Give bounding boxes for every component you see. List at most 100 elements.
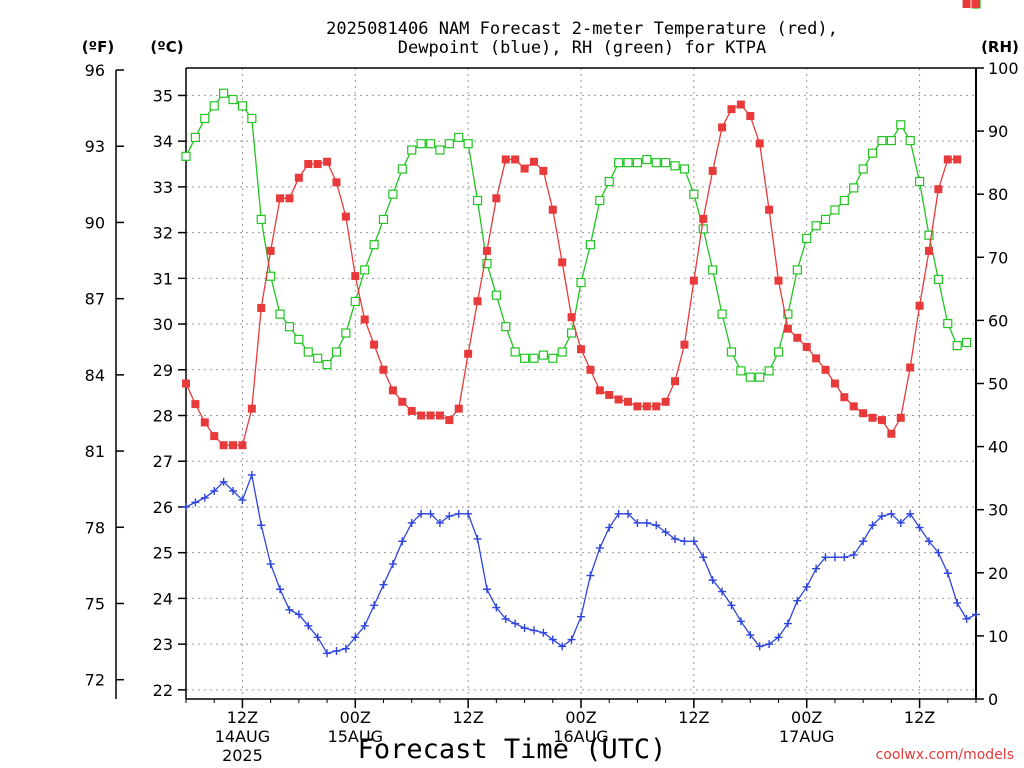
temperature-point [708, 166, 717, 175]
dewpoint-point [868, 521, 877, 530]
temperature-point [934, 185, 943, 194]
tick-label-celsius: 23 [153, 635, 173, 654]
dewpoint-point [285, 605, 294, 614]
dewpoint-point [548, 635, 557, 644]
tick-label-celsius: 33 [153, 178, 173, 197]
rh-point [501, 322, 511, 332]
rh-point [228, 94, 238, 105]
temperature-point [313, 160, 322, 169]
rh-point [313, 353, 323, 363]
dewpoint-point [812, 564, 821, 573]
dewpoint-point [182, 502, 190, 511]
tick-label-x: 12Z [452, 708, 483, 727]
series-dewpoint [182, 470, 980, 658]
temperature-point [887, 429, 896, 438]
temperature-point [868, 413, 877, 422]
rh-point [576, 277, 586, 288]
rh-point [698, 224, 708, 234]
tick-label-x: 00Z [340, 708, 371, 727]
rh-point [820, 214, 831, 225]
rh-point [726, 347, 737, 357]
tick-label-x: 12Z [904, 708, 935, 727]
temperature-point [699, 214, 708, 223]
tick-label-x: 12Z [227, 708, 258, 727]
dewpoint-point [708, 576, 717, 585]
temperature-point [360, 315, 369, 324]
dewpoint-point [586, 571, 595, 580]
rh-point [905, 135, 915, 146]
dewpoint-point [435, 518, 444, 527]
rh-point [463, 139, 473, 149]
rh-point [435, 145, 445, 155]
tick-label-x: 12Z [678, 708, 709, 727]
dewpoint-point [511, 619, 520, 628]
temperature-point [793, 333, 802, 342]
temperature-point [821, 365, 830, 374]
rh-point [266, 271, 276, 281]
dewpoint-point [247, 470, 256, 479]
tick-label-x: 00Z [565, 708, 596, 727]
dewpoint-point [200, 493, 209, 502]
temperature-point [285, 194, 294, 203]
tick-label-fahrenheit: 75 [85, 594, 105, 613]
dewpoint-point [313, 633, 322, 642]
dewpoint-point [802, 582, 811, 591]
temperature-point [388, 386, 397, 395]
temperature-point [492, 194, 501, 203]
rh-point [454, 132, 464, 143]
tick-label-celsius: 29 [153, 361, 173, 380]
temperature-point [840, 393, 849, 402]
temperature-point [304, 160, 313, 169]
dewpoint-point [257, 521, 266, 530]
rh-point [745, 372, 755, 382]
rh-point [604, 176, 614, 187]
temperature-point [454, 404, 463, 413]
rh-point [219, 88, 229, 98]
dewpoint-point [388, 560, 397, 569]
dewpoint-point [351, 633, 360, 642]
dewpoint-point [426, 509, 435, 518]
dewpoint-point [624, 509, 633, 518]
rh-point [444, 139, 454, 149]
rh-point [529, 353, 539, 363]
rh-point [849, 183, 859, 193]
dewpoint-point [972, 610, 980, 619]
dewpoint-point [276, 585, 285, 594]
temperature-point [736, 100, 745, 109]
temperature-point [445, 416, 454, 425]
temperature-point [661, 397, 670, 406]
tick-label-celsius: 22 [153, 681, 173, 700]
dewpoint-point [661, 528, 670, 537]
temperature-point [548, 205, 557, 214]
tick-label-celsius: 24 [153, 589, 173, 608]
temperature-point [652, 402, 661, 411]
temperature-point [906, 363, 915, 372]
chart-title-line1: 2025081406 NAM Forecast 2-meter Temperat… [326, 19, 838, 39]
temperature-point [746, 112, 755, 121]
temperature-point [473, 297, 482, 306]
rh-point [661, 158, 671, 168]
tick-label-x-year: 2025 [222, 746, 263, 765]
dewpoint-point [943, 569, 952, 578]
dewpoint-point [567, 635, 576, 644]
chart-title-line2: Dewpoint (blue), RH (green) for KTPA [398, 38, 766, 58]
dewpoint-point [341, 644, 350, 653]
temperature-point [332, 178, 341, 187]
rh-point [331, 347, 342, 357]
dewpoint-point [774, 633, 783, 642]
tick-label-rh: 70 [988, 248, 1008, 267]
tick-label-rh: 0 [988, 690, 998, 709]
dewpoint-point [398, 537, 407, 546]
tick-label-rh: 60 [988, 311, 1008, 330]
tick-label-rh: 10 [988, 627, 1008, 646]
temperature-point [642, 402, 651, 411]
dewpoint-point [501, 614, 510, 623]
rh-point [247, 113, 257, 124]
rh-point [360, 265, 370, 275]
temperature-point [896, 413, 905, 422]
temperature-point [671, 377, 680, 386]
dewpoint-point [482, 585, 491, 594]
tick-label-fahrenheit: 84 [85, 366, 105, 385]
temperature-point [577, 345, 585, 354]
dewpoint-point [229, 486, 238, 495]
